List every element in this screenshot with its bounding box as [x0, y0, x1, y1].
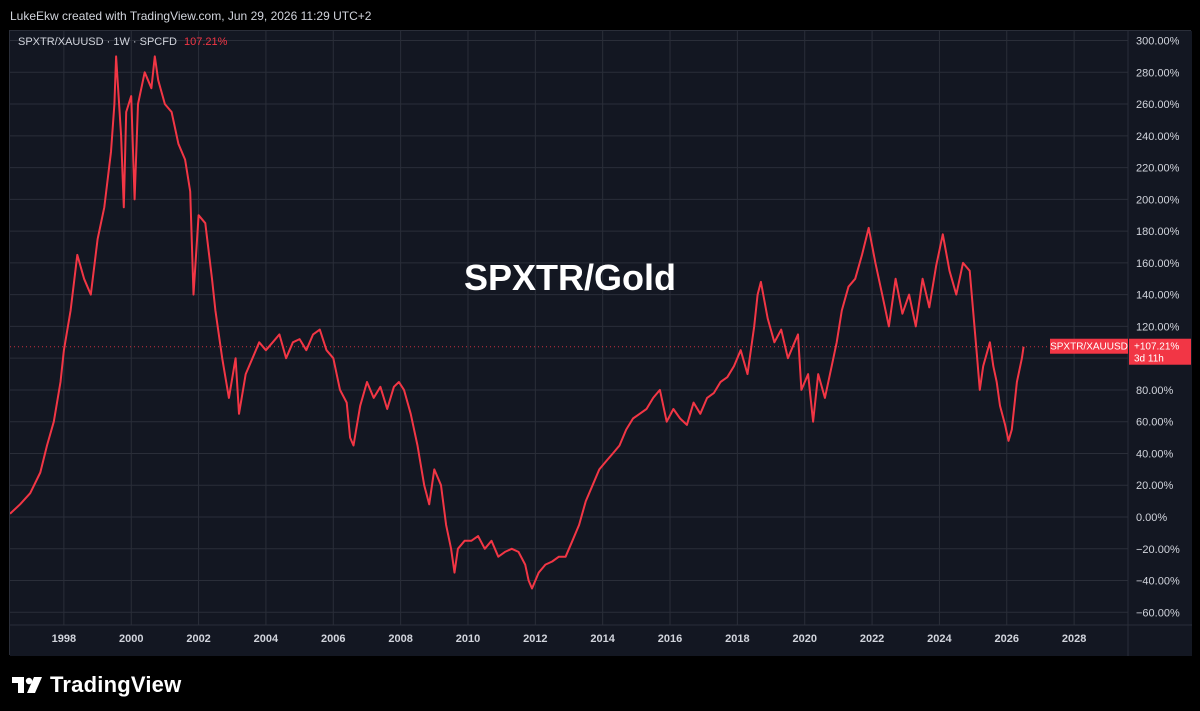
x-tick-label: 2018 [725, 633, 749, 645]
y-tick-label: 180.00% [1136, 226, 1180, 238]
y-tick-label: 200.00% [1136, 194, 1180, 206]
x-tick-label: 2000 [119, 633, 143, 645]
symbol-label: SPXTR/XAUUSD [1050, 342, 1128, 353]
y-tick-label: 20.00% [1136, 480, 1174, 492]
x-tick-label: 2006 [321, 633, 345, 645]
x-tick-label: 2024 [927, 633, 952, 645]
y-tick-label: 80.00% [1136, 385, 1174, 397]
brand-name: TradingView [50, 672, 182, 697]
footer-bar: TradingView [0, 656, 1200, 711]
y-tick-label: −60.00% [1136, 607, 1180, 619]
top-bar: LukeEkw created with TradingView.com, Ju… [0, 0, 1200, 30]
y-tick-label: 0.00% [1136, 512, 1167, 524]
y-tick-label: 140.00% [1136, 290, 1180, 302]
tradingview-logo[interactable]: TradingView [12, 672, 181, 698]
x-tick-label: 2020 [792, 633, 816, 645]
x-tick-label: 1998 [52, 633, 76, 645]
y-tick-label: 220.00% [1136, 163, 1180, 175]
x-tick-label: 2012 [523, 633, 547, 645]
symbol-label-box [1050, 338, 1128, 354]
x-tick-label: 2010 [456, 633, 480, 645]
chart-background [10, 31, 1192, 656]
y-tick-label: 300.00% [1136, 36, 1180, 48]
y-tick-label: 40.00% [1136, 448, 1174, 460]
price-label-countdown: 3d 11h [1134, 354, 1164, 365]
x-tick-label: 2014 [590, 633, 615, 645]
x-tick-label: 2002 [186, 633, 210, 645]
chart-title: SPXTR/Gold [464, 257, 676, 298]
price-label-box [1129, 338, 1191, 365]
x-tick-label: 2028 [1062, 633, 1086, 645]
y-tick-label: 260.00% [1136, 99, 1180, 111]
price-label-value: +107.21% [1134, 342, 1179, 353]
chart-credit: LukeEkw created with TradingView.com, Ju… [10, 9, 372, 23]
x-tick-label: 2026 [995, 633, 1019, 645]
y-tick-label: 280.00% [1136, 67, 1180, 79]
y-tick-label: −20.00% [1136, 544, 1180, 556]
y-tick-label: 160.00% [1136, 258, 1180, 270]
legend-symbol: SPXTR/XAUUSD · 1W · SPCFD [18, 36, 177, 48]
x-tick-label: 2016 [658, 633, 682, 645]
chart-area[interactable]: 300.00% 280.00% 260.00% 240.00% 220.00% 200.0… [9, 30, 1192, 656]
tradingview-logo-icon [12, 677, 42, 693]
y-tick-label: −40.00% [1136, 576, 1180, 588]
series-line [10, 55, 1025, 590]
x-tick-label: 2008 [388, 633, 412, 645]
x-tick-label: 2004 [254, 633, 279, 645]
line-chart: 300.00% 280.00% 260.00% 240.00% 220.00% 200.0… [10, 31, 1192, 656]
y-tick-label: 60.00% [1136, 417, 1174, 429]
legend-value: 107.21% [183, 36, 228, 48]
y-tick-label: 240.00% [1136, 131, 1180, 143]
y-tick-label: 120.00% [1136, 321, 1180, 333]
series-legend[interactable]: SPXTR/XAUUSD · 1W · SPCFD 107.21% [18, 36, 227, 48]
x-tick-label: 2022 [860, 633, 884, 645]
